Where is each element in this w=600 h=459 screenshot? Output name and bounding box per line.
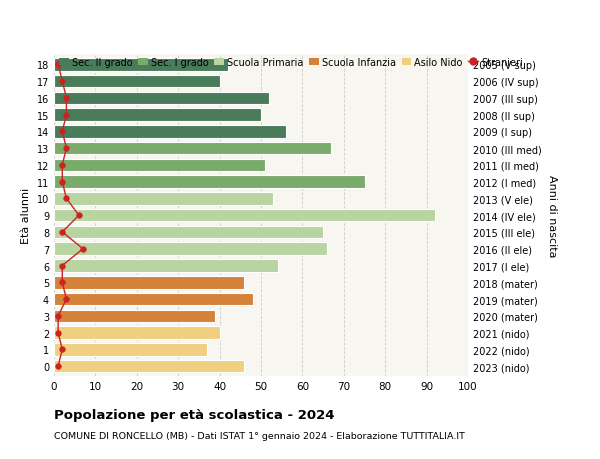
Bar <box>54 76 220 88</box>
Bar <box>54 343 207 356</box>
Text: COMUNE DI RONCELLO (MB) - Dati ISTAT 1° gennaio 2024 - Elaborazione TUTTITALIA.I: COMUNE DI RONCELLO (MB) - Dati ISTAT 1° … <box>54 431 465 441</box>
Bar <box>54 226 323 239</box>
Bar <box>54 360 244 373</box>
Bar <box>54 209 435 222</box>
Bar <box>54 142 331 155</box>
Bar <box>54 193 274 205</box>
Bar <box>54 126 286 138</box>
Bar <box>54 260 278 272</box>
Bar <box>54 59 228 72</box>
Bar <box>54 293 253 306</box>
Y-axis label: Età alunni: Età alunni <box>21 188 31 244</box>
Bar <box>54 159 265 172</box>
Bar <box>54 109 261 122</box>
Bar <box>54 276 244 289</box>
Legend: Sec. II grado, Sec. I grado, Scuola Primaria, Scuola Infanzia, Asilo Nido, Stran: Sec. II grado, Sec. I grado, Scuola Prim… <box>59 58 523 67</box>
Bar <box>54 176 365 189</box>
Y-axis label: Anni di nascita: Anni di nascita <box>547 174 557 257</box>
Text: Popolazione per età scolastica - 2024: Popolazione per età scolastica - 2024 <box>54 409 335 421</box>
Bar <box>54 327 220 339</box>
Bar <box>54 310 215 322</box>
Bar <box>54 92 269 105</box>
Bar <box>54 243 327 256</box>
